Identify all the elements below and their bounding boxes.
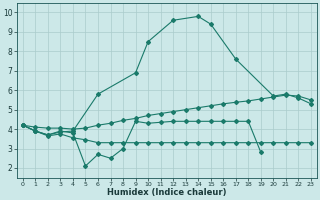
X-axis label: Humidex (Indice chaleur): Humidex (Indice chaleur) <box>107 188 227 197</box>
